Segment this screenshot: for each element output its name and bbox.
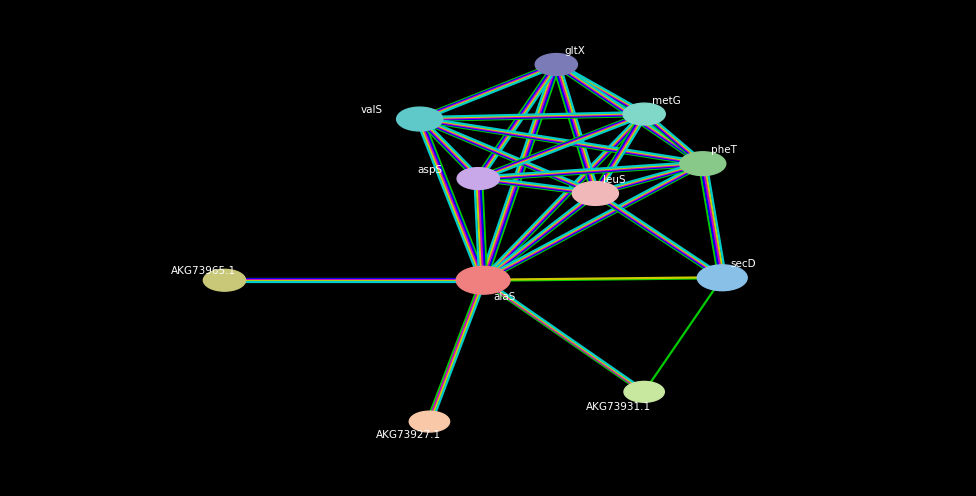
Ellipse shape: [457, 168, 500, 189]
Ellipse shape: [572, 182, 619, 205]
Ellipse shape: [697, 265, 748, 291]
Text: gltX: gltX: [564, 46, 585, 56]
Ellipse shape: [623, 103, 666, 125]
Ellipse shape: [203, 269, 246, 291]
Text: secD: secD: [730, 259, 755, 269]
Text: aspS: aspS: [418, 165, 443, 175]
Text: alaS: alaS: [493, 292, 515, 302]
Ellipse shape: [409, 411, 450, 432]
Text: AKG73927.1: AKG73927.1: [376, 431, 441, 440]
Ellipse shape: [679, 152, 726, 176]
Text: metG: metG: [652, 96, 680, 106]
Ellipse shape: [396, 107, 443, 131]
Text: pheT: pheT: [711, 145, 737, 155]
Text: AKG73965.1: AKG73965.1: [171, 266, 236, 276]
Text: leuS: leuS: [603, 175, 626, 185]
Text: AKG73931.1: AKG73931.1: [586, 402, 651, 412]
Text: valS: valS: [361, 105, 384, 115]
Ellipse shape: [456, 266, 510, 294]
Ellipse shape: [535, 54, 578, 75]
Ellipse shape: [624, 381, 665, 402]
